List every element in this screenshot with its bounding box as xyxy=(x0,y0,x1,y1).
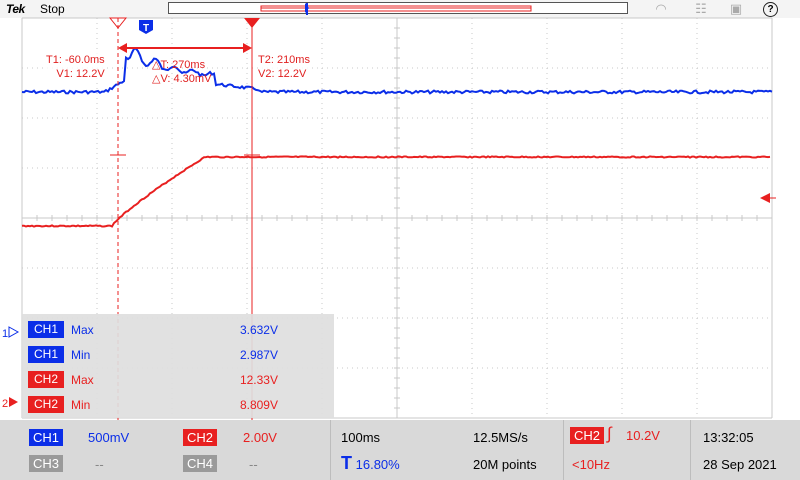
record-length[interactable]: 20M points xyxy=(473,457,537,472)
trigger-frequency: <10Hz xyxy=(572,457,610,472)
cursor-2-time: T2: 210ms xyxy=(258,54,310,66)
wifi-icon: ◠ xyxy=(655,1,667,16)
measurement-row[interactable]: CH2 Min 8.809V xyxy=(22,394,334,414)
measurement-type: Min xyxy=(71,348,91,362)
measurement-channel-badge: CH2 xyxy=(28,396,64,413)
cursor-1-time: T1: -60.0ms xyxy=(46,54,105,66)
measurement-panel[interactable]: CH1 Max 3.632V CH1 Min 2.987V CH2 Max 12… xyxy=(22,314,334,418)
rising-edge-icon: ∫ xyxy=(607,424,612,443)
measurement-type: Max xyxy=(71,373,94,387)
clock-time: 13:32:05 xyxy=(703,430,754,445)
measurement-value: 8.809V xyxy=(239,398,278,412)
cursor-1-voltage: V1: 12.2V xyxy=(56,68,105,80)
timebase-scale[interactable]: 100ms xyxy=(341,430,381,445)
trigger-level[interactable]: 10.2V xyxy=(626,428,660,443)
measurement-row[interactable]: CH1 Min 2.987V xyxy=(22,344,334,364)
graticule xyxy=(21,17,773,419)
usb-icon: ▣ xyxy=(729,1,743,16)
ch4-button[interactable]: CH4 xyxy=(183,455,217,472)
ch1-button[interactable]: CH1 xyxy=(29,429,63,446)
cursor-2-readout: T2: 210ms V2: 12.2V xyxy=(258,53,310,81)
cursor-arrow-left xyxy=(118,43,127,53)
measurement-value: 2.987V xyxy=(239,348,278,362)
trigger-source-badge[interactable]: CH2 xyxy=(570,427,604,444)
brand-logo: Tek xyxy=(6,2,25,16)
ch2-waveform xyxy=(21,155,771,228)
trigger-level-arrow[interactable] xyxy=(760,193,770,203)
cursor-2-voltage: V2: 12.2V xyxy=(258,68,307,80)
cursor-1-marker[interactable] xyxy=(108,17,128,29)
top-status-bar: Tek Stop ◠ ☷ ▣ ? xyxy=(0,0,800,18)
ch2-offset-marker[interactable] xyxy=(9,397,18,407)
help-icon[interactable]: ? xyxy=(763,2,778,17)
divider xyxy=(690,420,691,480)
divider xyxy=(563,420,564,480)
ch1-scale[interactable]: 500mV xyxy=(88,430,130,445)
cursor-arrow-right xyxy=(243,43,252,53)
ch3-scale: -- xyxy=(95,457,104,472)
measurement-channel-badge: CH2 xyxy=(28,371,64,388)
trigger-position-label: T xyxy=(143,23,149,34)
measurement-type: Max xyxy=(71,323,94,337)
trigger-position-value: 16.80% xyxy=(355,457,400,472)
measurement-row[interactable]: CH2 Max 12.33V xyxy=(22,369,334,389)
acquisition-status[interactable]: Stop xyxy=(40,2,65,16)
divider xyxy=(330,420,331,480)
cursor-2-marker[interactable] xyxy=(244,18,260,28)
clock-date: 28 Sep 2021 xyxy=(703,457,777,472)
ch1-offset-label: 1 xyxy=(2,328,8,340)
record-view-indicator xyxy=(260,3,532,15)
cursor-delta-time: △T: 270ms xyxy=(152,59,206,71)
trigger-position-icon: T xyxy=(341,453,352,473)
ch2-scale[interactable]: 2.00V xyxy=(243,430,277,445)
ch2-offset-label: 2 xyxy=(2,398,8,410)
record-view-bar[interactable] xyxy=(168,2,628,15)
cursor-delta-readout: △T: 270ms △V: 4.30mV xyxy=(152,58,211,86)
sample-rate[interactable]: 12.5MS/s xyxy=(473,430,528,445)
measurement-channel-badge: CH1 xyxy=(28,321,64,338)
trigger-position-marker[interactable] xyxy=(139,20,153,34)
bottom-status-bar: CH1 500mV CH2 2.00V CH3 -- CH4 -- 100ms … xyxy=(0,420,800,480)
cursor-delta-voltage: △V: 4.30mV xyxy=(152,73,212,85)
measurement-value: 12.33V xyxy=(239,373,278,387)
ch3-button[interactable]: CH3 xyxy=(29,455,63,472)
ch1-waveform xyxy=(21,47,773,95)
ch1-offset-marker[interactable] xyxy=(8,326,20,338)
ch2-button[interactable]: CH2 xyxy=(183,429,217,446)
cursor-1-readout: T1: -60.0ms V1: 12.2V xyxy=(46,53,105,81)
measurement-type: Min xyxy=(71,398,91,412)
ch4-scale: -- xyxy=(249,457,258,472)
network-icon: ☷ xyxy=(695,1,707,16)
trigger-position-readout[interactable]: T 16.80% xyxy=(341,453,400,474)
measurement-row[interactable]: CH1 Max 3.632V xyxy=(22,319,334,339)
measurement-channel-badge: CH1 xyxy=(28,346,64,363)
measurement-value: 3.632V xyxy=(239,323,278,337)
